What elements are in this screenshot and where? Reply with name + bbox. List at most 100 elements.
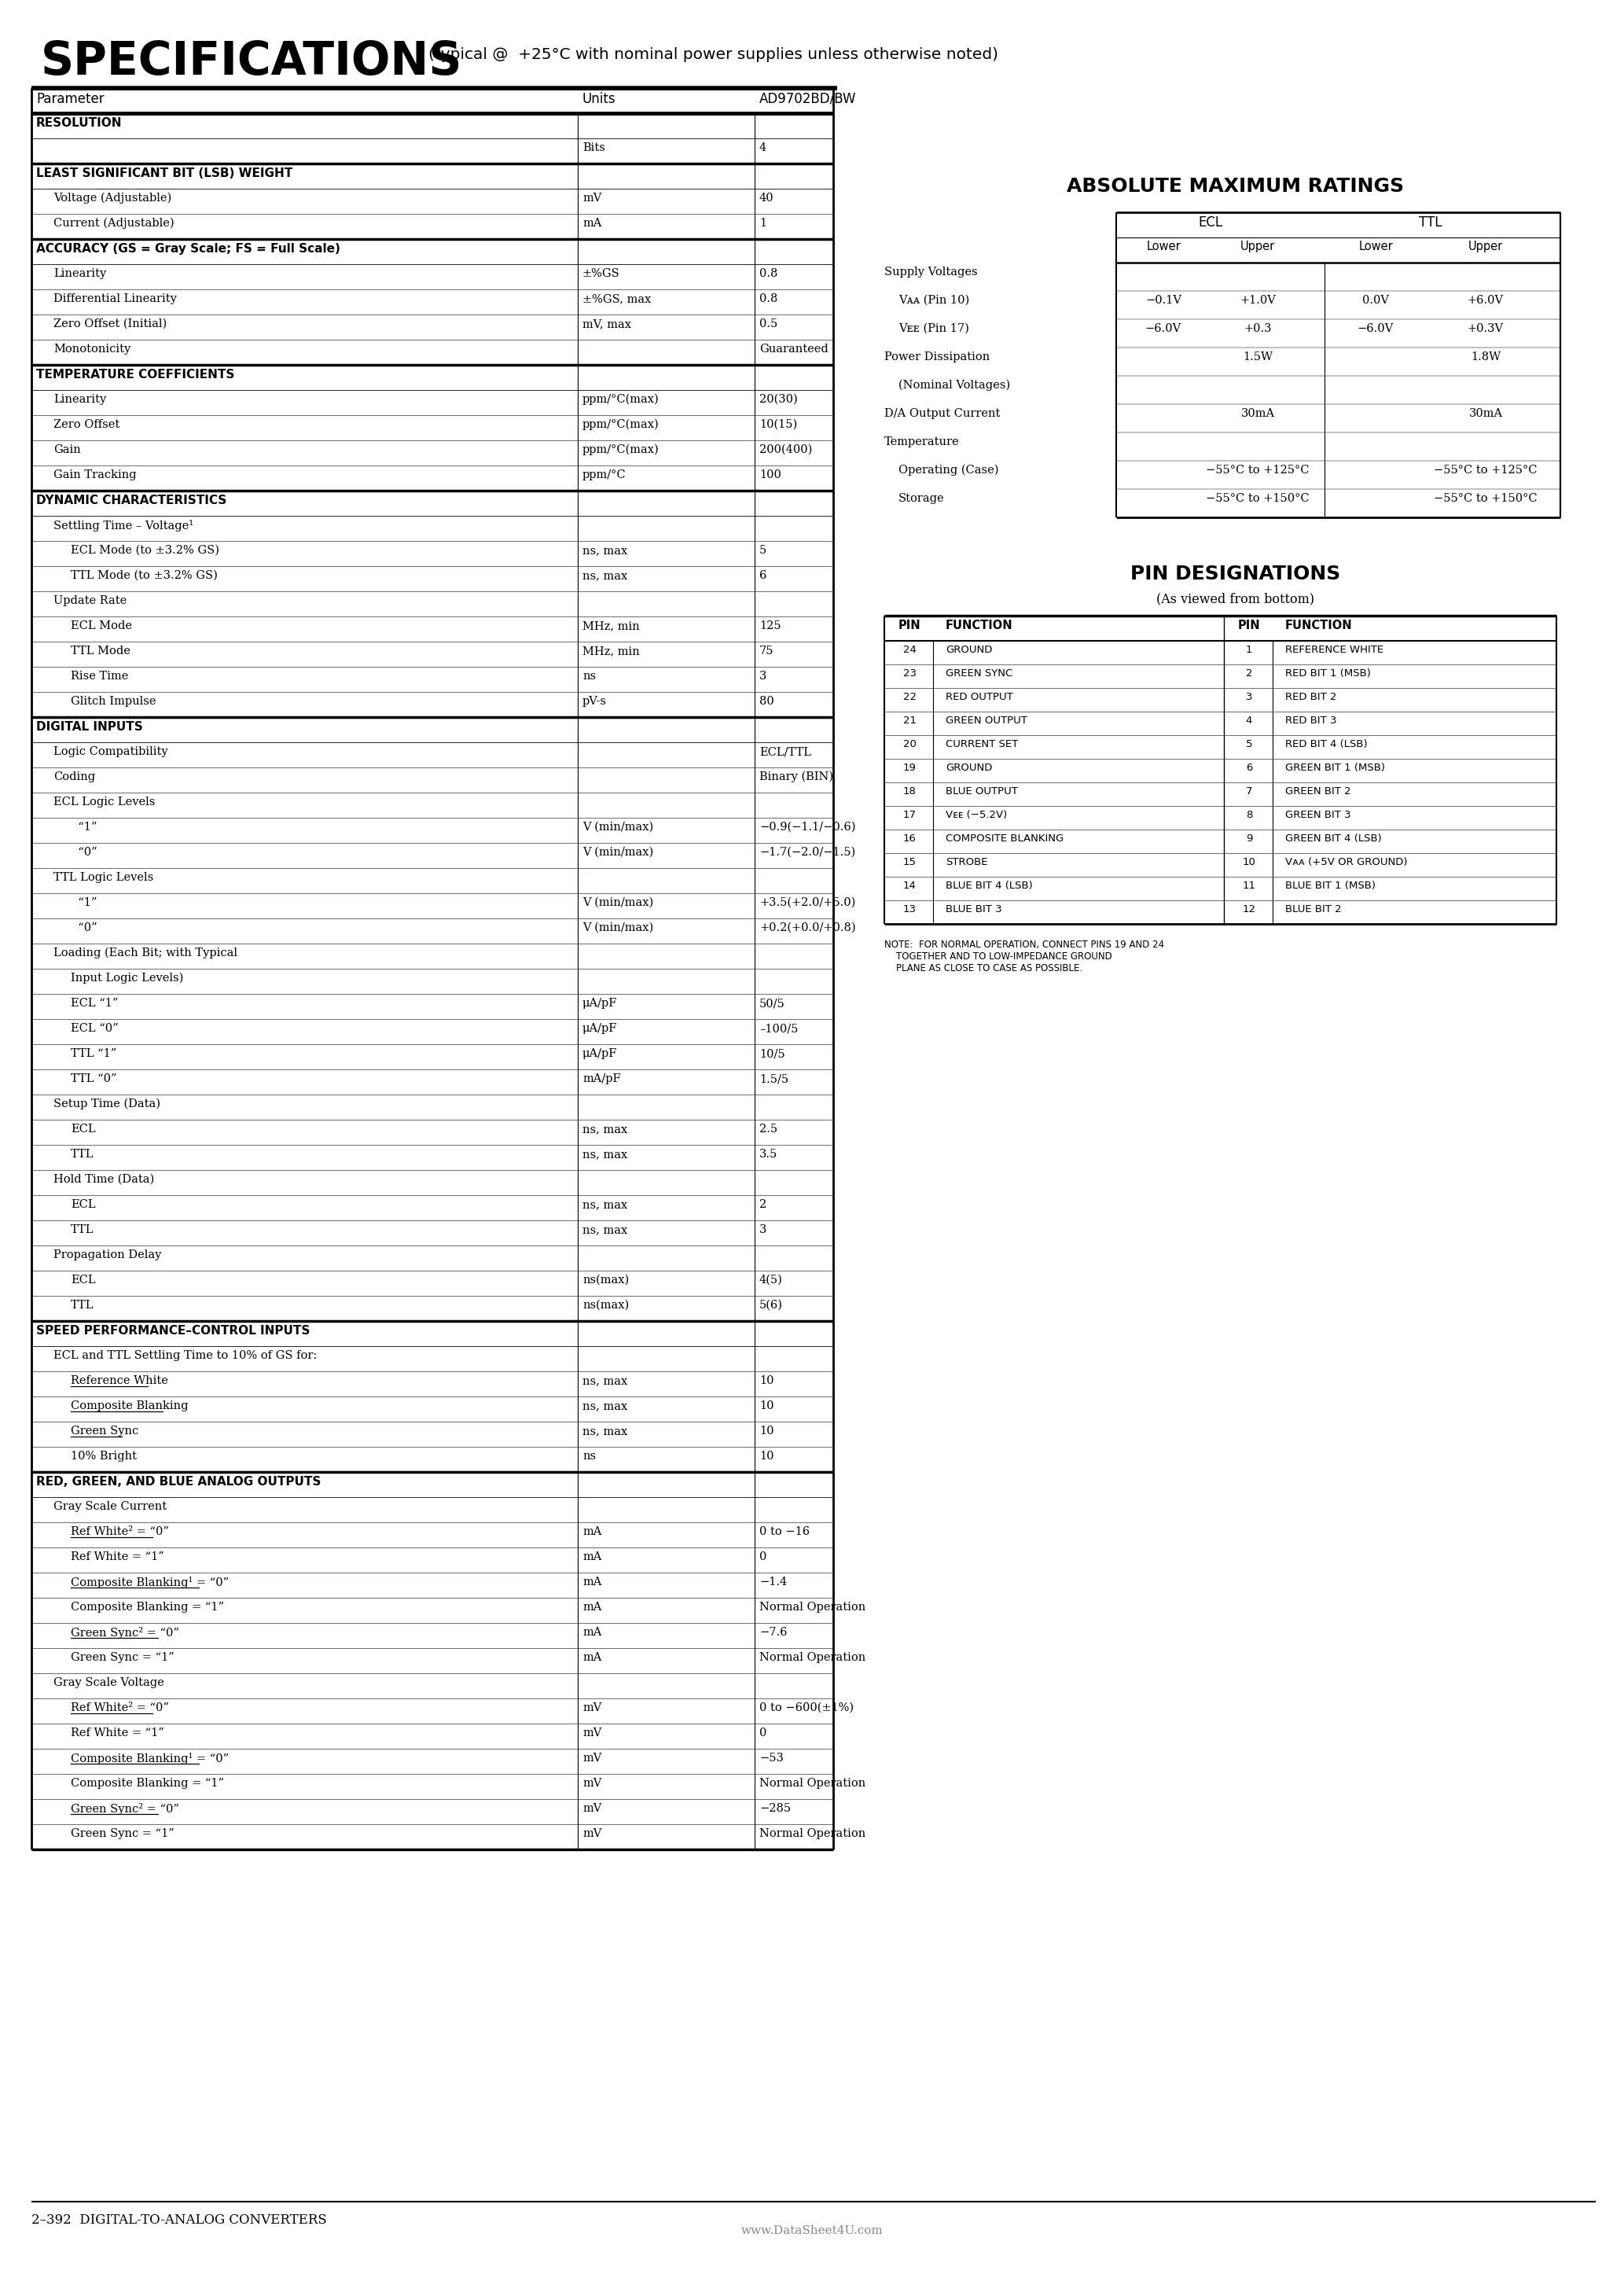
Text: Hold Time (Data): Hold Time (Data) bbox=[54, 1173, 154, 1185]
Text: 10: 10 bbox=[760, 1401, 775, 1412]
Text: ppm/°C: ppm/°C bbox=[583, 468, 627, 480]
Text: 0 to −600(±1%): 0 to −600(±1%) bbox=[760, 1701, 854, 1713]
Text: RED BIT 3: RED BIT 3 bbox=[1285, 716, 1337, 726]
Text: Green Sync² = “0”: Green Sync² = “0” bbox=[71, 1628, 179, 1639]
Text: 9: 9 bbox=[1246, 833, 1252, 843]
Text: Linearity: Linearity bbox=[54, 395, 106, 404]
Text: ABSOLUTE MAXIMUM RATINGS: ABSOLUTE MAXIMUM RATINGS bbox=[1067, 177, 1405, 195]
Text: 1: 1 bbox=[760, 218, 767, 230]
Text: Ref White = “1”: Ref White = “1” bbox=[71, 1727, 164, 1738]
Text: 0: 0 bbox=[760, 1727, 767, 1738]
Text: ECL: ECL bbox=[71, 1199, 96, 1210]
Text: ns, max: ns, max bbox=[583, 1199, 627, 1210]
Text: 10(15): 10(15) bbox=[760, 420, 797, 429]
Text: ACCURACY (GS = Gray Scale; FS = Full Scale): ACCURACY (GS = Gray Scale; FS = Full Sca… bbox=[36, 243, 341, 255]
Text: V (min/max): V (min/max) bbox=[583, 847, 653, 859]
Text: FUNCTION: FUNCTION bbox=[945, 620, 1013, 631]
Text: RED BIT 4 (LSB): RED BIT 4 (LSB) bbox=[1285, 739, 1367, 748]
Text: 30mA: 30mA bbox=[1468, 409, 1502, 420]
Text: −55°C to +150°C: −55°C to +150°C bbox=[1207, 494, 1309, 505]
Text: 100: 100 bbox=[760, 468, 781, 480]
Text: ±%GS, max: ±%GS, max bbox=[583, 294, 651, 305]
Text: 2: 2 bbox=[760, 1199, 767, 1210]
Text: pV-s: pV-s bbox=[583, 696, 607, 707]
Text: (typical @  +25°C with nominal power supplies unless otherwise noted): (typical @ +25°C with nominal power supp… bbox=[429, 48, 999, 62]
Text: mV: mV bbox=[583, 1802, 601, 1814]
Text: GROUND: GROUND bbox=[945, 645, 992, 654]
Text: DIGITAL INPUTS: DIGITAL INPUTS bbox=[36, 721, 143, 732]
Text: 80: 80 bbox=[760, 696, 775, 707]
Text: Composite Blanking¹ = “0”: Composite Blanking¹ = “0” bbox=[71, 1577, 229, 1589]
Text: 15: 15 bbox=[903, 856, 916, 868]
Text: TTL: TTL bbox=[71, 1300, 94, 1311]
Text: RED BIT 1 (MSB): RED BIT 1 (MSB) bbox=[1285, 668, 1371, 680]
Text: 10/5: 10/5 bbox=[760, 1049, 784, 1058]
Text: ns: ns bbox=[583, 1451, 596, 1463]
Text: Monotonicity: Monotonicity bbox=[54, 344, 130, 354]
Text: NOTE:  FOR NORMAL OPERATION, CONNECT PINS 19 AND 24
    TOGETHER AND TO LOW-IMPE: NOTE: FOR NORMAL OPERATION, CONNECT PINS… bbox=[885, 939, 1164, 974]
Text: ppm/°C(max): ppm/°C(max) bbox=[583, 420, 659, 429]
Text: Gain: Gain bbox=[54, 443, 81, 455]
Text: 6: 6 bbox=[1246, 762, 1252, 774]
Text: GREEN BIT 4 (LSB): GREEN BIT 4 (LSB) bbox=[1285, 833, 1382, 843]
Text: ns, max: ns, max bbox=[583, 569, 627, 581]
Text: 10: 10 bbox=[1242, 856, 1255, 868]
Text: 0.8: 0.8 bbox=[760, 269, 778, 280]
Text: Composite Blanking = “1”: Composite Blanking = “1” bbox=[71, 1603, 224, 1612]
Text: V (min/max): V (min/max) bbox=[583, 822, 653, 833]
Text: Zero Offset (Initial): Zero Offset (Initial) bbox=[54, 319, 167, 328]
Text: ppm/°C(max): ppm/°C(max) bbox=[583, 395, 659, 406]
Text: −0.1V: −0.1V bbox=[1145, 294, 1181, 305]
Text: Glitch Impulse: Glitch Impulse bbox=[71, 696, 156, 707]
Text: Green Sync: Green Sync bbox=[71, 1426, 138, 1437]
Text: “0”: “0” bbox=[71, 847, 97, 859]
Text: TTL Mode: TTL Mode bbox=[71, 645, 130, 657]
Text: Ref White² = “0”: Ref White² = “0” bbox=[71, 1527, 169, 1538]
Text: 16: 16 bbox=[903, 833, 916, 843]
Text: 23: 23 bbox=[903, 668, 916, 680]
Text: TEMPERATURE COEFFICIENTS: TEMPERATURE COEFFICIENTS bbox=[36, 370, 234, 381]
Text: 1.5W: 1.5W bbox=[1242, 351, 1273, 363]
Text: −6.0V: −6.0V bbox=[1145, 324, 1182, 335]
Text: FUNCTION: FUNCTION bbox=[1285, 620, 1353, 631]
Text: ns, max: ns, max bbox=[583, 1224, 627, 1235]
Text: Logic Compatibility: Logic Compatibility bbox=[54, 746, 167, 758]
Text: 20: 20 bbox=[903, 739, 916, 748]
Text: mA: mA bbox=[583, 218, 601, 230]
Text: AD9702BD/BW: AD9702BD/BW bbox=[760, 92, 856, 106]
Text: Temperature: Temperature bbox=[885, 436, 960, 448]
Text: ECL “1”: ECL “1” bbox=[71, 999, 119, 1008]
Text: −55°C to +150°C: −55°C to +150°C bbox=[1434, 494, 1538, 505]
Text: 18: 18 bbox=[903, 785, 916, 797]
Text: 24: 24 bbox=[903, 645, 916, 654]
Text: PIN DESIGNATIONS: PIN DESIGNATIONS bbox=[1130, 565, 1341, 583]
Text: BLUE BIT 4 (LSB): BLUE BIT 4 (LSB) bbox=[945, 882, 1033, 891]
Text: 10: 10 bbox=[760, 1451, 775, 1463]
Text: 1.8W: 1.8W bbox=[1471, 351, 1501, 363]
Text: PIN: PIN bbox=[1237, 620, 1260, 631]
Text: TTL “0”: TTL “0” bbox=[71, 1072, 117, 1084]
Text: Gray Scale Voltage: Gray Scale Voltage bbox=[54, 1676, 164, 1688]
Text: Ref White = “1”: Ref White = “1” bbox=[71, 1552, 164, 1561]
Text: Operating (Case): Operating (Case) bbox=[898, 464, 999, 475]
Text: 3.5: 3.5 bbox=[760, 1148, 778, 1159]
Text: ECL Logic Levels: ECL Logic Levels bbox=[54, 797, 156, 808]
Text: ns, max: ns, max bbox=[583, 544, 627, 556]
Text: Current (Adjustable): Current (Adjustable) bbox=[54, 218, 174, 230]
Text: “1”: “1” bbox=[71, 898, 97, 909]
Text: ECL Mode (to ±3.2% GS): ECL Mode (to ±3.2% GS) bbox=[71, 544, 219, 556]
Text: Zero Offset: Zero Offset bbox=[54, 420, 120, 429]
Text: GREEN SYNC: GREEN SYNC bbox=[945, 668, 1013, 680]
Text: ns, max: ns, max bbox=[583, 1426, 627, 1437]
Text: Green Sync = “1”: Green Sync = “1” bbox=[71, 1653, 174, 1662]
Text: MHz, min: MHz, min bbox=[583, 620, 640, 631]
Text: Parameter: Parameter bbox=[36, 92, 104, 106]
Text: GREEN BIT 3: GREEN BIT 3 bbox=[1285, 810, 1351, 820]
Text: mA: mA bbox=[583, 1527, 601, 1538]
Text: ns, max: ns, max bbox=[583, 1375, 627, 1387]
Text: RED OUTPUT: RED OUTPUT bbox=[945, 691, 1013, 703]
Text: 4(5): 4(5) bbox=[760, 1274, 783, 1286]
Text: 0.8: 0.8 bbox=[760, 294, 778, 305]
Text: COMPOSITE BLANKING: COMPOSITE BLANKING bbox=[945, 833, 1064, 843]
Text: 0.0V: 0.0V bbox=[1363, 294, 1389, 305]
